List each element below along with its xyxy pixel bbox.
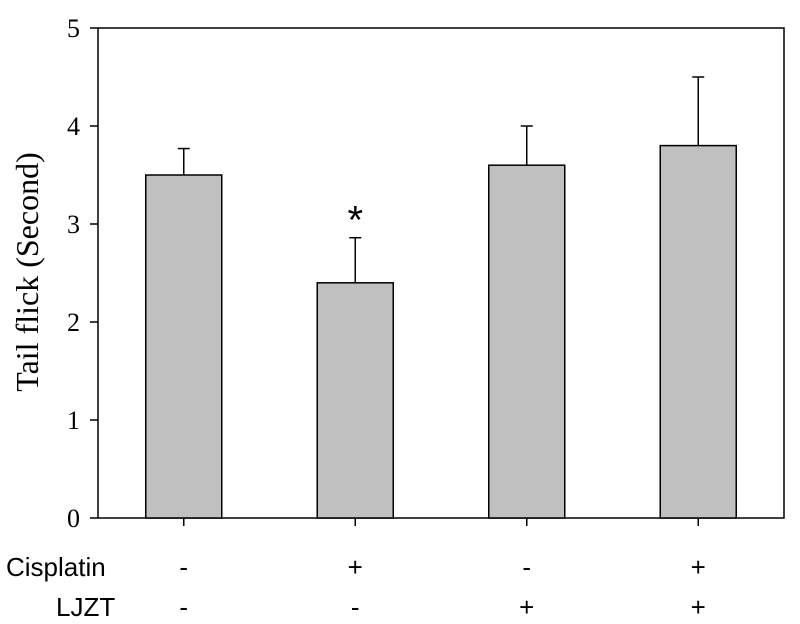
- significance-marker-1: *: [347, 199, 363, 243]
- row-1-value-1: -: [351, 592, 360, 622]
- bar-3: [659, 144, 737, 519]
- row-0-value-0: -: [179, 552, 188, 582]
- row-1-value-0: -: [179, 592, 188, 622]
- y-axis-title: Tail flick (Second): [9, 152, 45, 391]
- y-tick-label-3: 3: [67, 210, 80, 239]
- row-0-value-3: +: [691, 552, 706, 582]
- bar-2: [488, 164, 566, 519]
- row-1-value-3: +: [691, 592, 706, 622]
- row-label-ljzt: LJZT: [56, 592, 115, 622]
- y-tick-label-4: 4: [67, 112, 80, 141]
- y-tick-label-0: 0: [67, 504, 80, 533]
- plot-frame: [97, 27, 785, 519]
- row-1-value-2: +: [519, 592, 534, 622]
- row-0-value-1: +: [348, 552, 363, 582]
- y-tick-label-2: 2: [67, 308, 80, 337]
- y-tick-label-1: 1: [67, 406, 80, 435]
- plot-area: 0 1 2 3 4 5 * Cisplatin - + - + LJZT - - + +: [6, 14, 785, 622]
- row-0-value-2: -: [522, 552, 531, 582]
- row-label-cisplatin: Cisplatin: [6, 552, 106, 582]
- bar-1: [316, 282, 394, 519]
- y-tick-label-5: 5: [67, 14, 80, 43]
- bar-0: [145, 174, 223, 519]
